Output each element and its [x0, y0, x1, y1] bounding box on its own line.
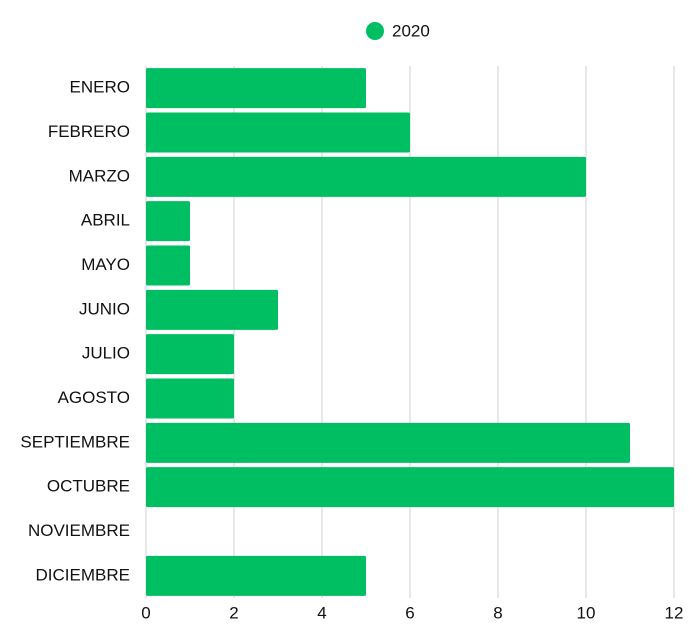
y-tick-label: JULIO — [82, 344, 130, 363]
bar — [146, 422, 630, 463]
bar — [146, 156, 586, 197]
bar — [146, 378, 234, 419]
y-tick-label: MARZO — [69, 166, 130, 185]
bar — [146, 555, 366, 596]
x-tick-label: 8 — [493, 603, 502, 622]
legend-label: 2020 — [392, 21, 430, 40]
x-tick-label: 4 — [317, 603, 326, 622]
bar — [146, 245, 190, 286]
bar — [146, 289, 278, 330]
x-tick-label: 0 — [141, 603, 150, 622]
y-tick-label: DICIEMBRE — [36, 565, 130, 584]
bar — [146, 467, 674, 508]
y-tick-label: FEBRERO — [48, 122, 130, 141]
y-tick-label: AGOSTO — [58, 388, 130, 407]
bar — [146, 68, 366, 109]
bar — [146, 334, 234, 375]
x-tick-label: 12 — [665, 603, 684, 622]
bar — [146, 112, 410, 153]
y-tick-label: OCTUBRE — [47, 477, 130, 496]
x-tick-label: 2 — [229, 603, 238, 622]
y-tick-label: MAYO — [81, 255, 130, 274]
y-tick-label: ENERO — [70, 78, 130, 97]
legend-marker — [366, 22, 384, 40]
x-tick-label: 10 — [577, 603, 596, 622]
y-tick-label: JUNIO — [79, 299, 130, 318]
x-tick-label: 6 — [405, 603, 414, 622]
y-tick-label: ABRIL — [81, 211, 130, 230]
bar — [146, 201, 190, 242]
y-tick-label: NOVIEMBRE — [28, 521, 130, 540]
y-tick-label: SEPTIEMBRE — [20, 432, 130, 451]
